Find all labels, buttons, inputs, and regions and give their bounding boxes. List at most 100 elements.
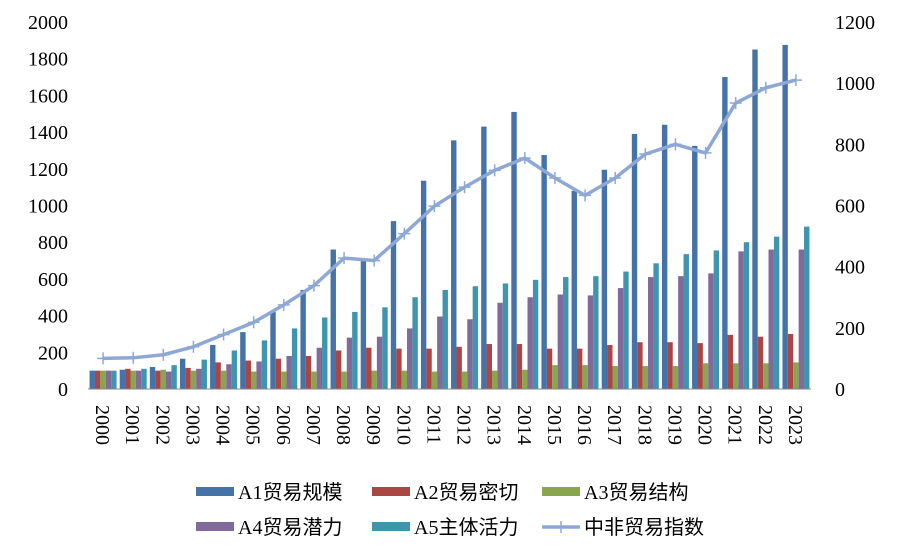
line-point [729, 97, 742, 110]
legend-label: A4贸易潜力 [238, 516, 342, 539]
bar [352, 311, 358, 389]
line-point [789, 74, 802, 87]
bar [125, 368, 131, 389]
x-axis-tick-label: 2001 [121, 405, 143, 445]
right-axis-tick-label: 600 [835, 196, 865, 218]
bar [231, 350, 238, 389]
left-axis-tick-label: 600 [38, 269, 68, 291]
line-point [217, 328, 230, 341]
bar [160, 369, 167, 389]
legend-swatch [196, 487, 234, 496]
left-axis-tick-label: 1600 [28, 85, 68, 107]
bar [708, 273, 714, 389]
bar [382, 307, 388, 389]
x-axis-tick-label: 2008 [332, 405, 354, 445]
left-axis-tick-label: 1000 [28, 196, 68, 218]
x-axis-tick-label: 2012 [453, 405, 475, 445]
bar [672, 366, 679, 389]
left-axis-tick-label: 1400 [28, 122, 68, 144]
bar [166, 371, 172, 389]
bar [722, 77, 728, 390]
bar [135, 370, 142, 389]
legend: A1贸易规模 A2贸易密切 A3贸易结构 A4贸易潜力 A5主体活力 中非贸易指数 [196, 481, 704, 539]
legend-label: A1贸易规模 [238, 481, 342, 504]
line-point [247, 316, 260, 329]
right-axis-tick-label: 1000 [835, 73, 875, 95]
right-axis-tick-label: 400 [835, 257, 865, 279]
right-axis-tick-label: 1200 [835, 12, 875, 34]
bar [757, 336, 764, 389]
bar [571, 190, 577, 389]
bar [330, 249, 336, 389]
x-axis-tick-label: 2010 [392, 405, 414, 445]
bar [335, 350, 342, 389]
bar [497, 302, 503, 389]
x-axis: 2000 2001 2002 2003 2004 2005 2006 2007 2008 2009… [88, 388, 811, 445]
bar [732, 363, 739, 389]
bar [196, 368, 202, 389]
bar [738, 251, 744, 390]
bar [431, 371, 438, 389]
bar [787, 333, 794, 389]
x-axis-tick-label: 2011 [422, 405, 444, 444]
left-axis-tick-label: 200 [38, 342, 68, 364]
x-axis-tick-label: 2017 [603, 405, 625, 445]
bar [527, 297, 533, 389]
bar [89, 370, 95, 389]
line-point [669, 138, 682, 151]
bar [171, 365, 177, 389]
bar [275, 358, 282, 389]
bar [215, 362, 221, 389]
bar [261, 340, 268, 389]
legend-swatch [542, 487, 580, 496]
bar [451, 140, 457, 389]
index-line [103, 78, 797, 361]
left-axis-tick-label: 800 [38, 232, 68, 254]
line-point [428, 200, 441, 213]
legend-item: A4贸易潜力 [196, 516, 342, 539]
line-point [488, 164, 501, 177]
bar [371, 370, 377, 389]
bar [653, 263, 659, 389]
line-point [187, 340, 200, 353]
bar-series-group [89, 44, 810, 390]
bar [683, 254, 689, 389]
bar [522, 369, 528, 389]
line-point [97, 352, 110, 365]
line-point [398, 227, 411, 240]
x-axis-tick-label: 2018 [633, 405, 655, 445]
x-axis-tick-label: 2002 [151, 405, 173, 445]
bar [407, 328, 413, 389]
bar [467, 319, 473, 389]
bar [461, 371, 468, 389]
bar [582, 365, 588, 389]
right-axis-tick-label: 800 [835, 134, 865, 156]
bar [311, 371, 317, 389]
x-axis-tick-label: 2006 [272, 405, 294, 445]
bar [316, 347, 323, 389]
bar [587, 295, 594, 389]
bar [376, 336, 383, 389]
bar [486, 344, 492, 389]
x-axis-tick-label: 2021 [724, 405, 746, 445]
legend-item: 中非贸易指数 [542, 516, 704, 539]
bar [552, 365, 558, 389]
bar [245, 360, 251, 389]
bar [401, 370, 408, 389]
bar [557, 294, 564, 389]
bar [563, 277, 569, 389]
bar [617, 288, 624, 389]
index-line-group [97, 74, 802, 365]
bar [442, 289, 448, 389]
bar [727, 334, 733, 389]
bar [149, 366, 156, 389]
line-point [639, 148, 652, 161]
legend-swatch [372, 522, 410, 531]
bar [804, 226, 810, 389]
bar [593, 276, 599, 389]
legend-item: A3贸易结构 [542, 481, 688, 504]
x-axis-tick-label: 2009 [362, 405, 384, 445]
bar [322, 317, 328, 389]
bar [94, 370, 101, 389]
